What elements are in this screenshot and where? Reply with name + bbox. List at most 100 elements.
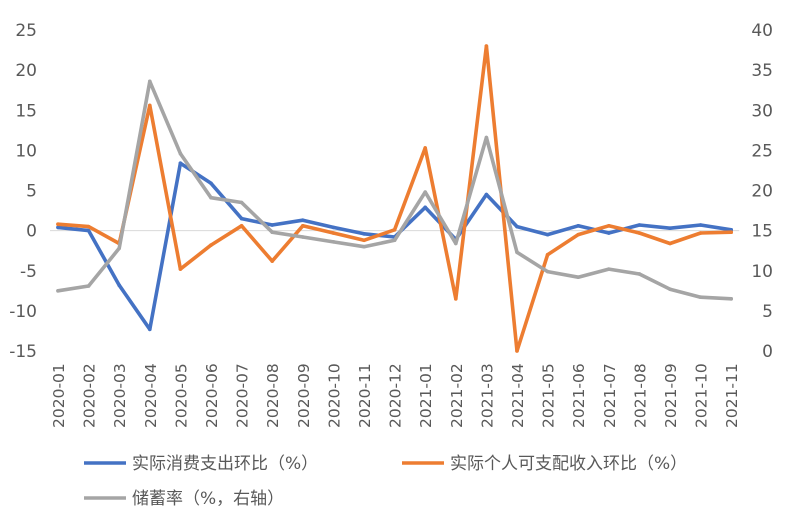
data-point — [545, 252, 550, 257]
legend-label-2: 实际个人可支配收入环比（%） — [450, 454, 687, 474]
x-tick-label: 2020-06 — [203, 363, 221, 428]
series-line-2 — [56, 44, 734, 353]
data-point — [270, 259, 275, 263]
data-point — [576, 232, 580, 237]
y-right-tick-label: 40 — [751, 21, 773, 41]
data-point — [698, 231, 703, 235]
data-point — [56, 289, 60, 293]
data-point — [86, 228, 91, 233]
data-point — [362, 232, 366, 236]
x-tick-label: 2020-08 — [264, 363, 282, 428]
data-point — [484, 135, 489, 140]
y-left-tick-label: 25 — [15, 21, 37, 41]
data-point — [239, 200, 244, 205]
x-tick-label: 2021-06 — [570, 363, 588, 428]
x-tick-label: 2020-02 — [81, 363, 99, 428]
data-point — [86, 284, 91, 288]
data-point — [331, 240, 336, 244]
x-tick-label: 2021-03 — [478, 363, 496, 428]
y-right-tick-label: 30 — [751, 101, 773, 121]
x-tick-label: 2020-04 — [142, 363, 160, 428]
data-point — [607, 267, 611, 271]
y-right-tick-label: 25 — [751, 141, 773, 161]
data-point — [637, 231, 642, 235]
data-point — [362, 238, 366, 243]
x-tick-label: 2021-07 — [601, 363, 619, 428]
data-point — [362, 244, 366, 249]
data-point — [239, 216, 244, 221]
x-tick-label: 2020-03 — [111, 363, 129, 428]
data-point — [515, 224, 519, 229]
y-left-tick-label: 15 — [15, 101, 37, 121]
y-right-tick-label: 15 — [751, 222, 773, 242]
y-right-tick-label: 10 — [751, 262, 773, 282]
x-tick-label: 2021-08 — [631, 363, 649, 428]
plot-area: -15 -10 -5 0 5 10 15 20 25 0 5 10 15 20 25 30 35 40 2020-0… — [9, 21, 773, 428]
data-point — [423, 190, 428, 194]
data-point — [576, 275, 580, 279]
data-point — [392, 238, 397, 243]
data-point — [576, 224, 580, 228]
data-point — [56, 222, 60, 227]
data-point — [148, 103, 152, 108]
data-point — [637, 223, 642, 227]
data-point — [392, 228, 397, 232]
data-point — [301, 218, 305, 222]
x-tick-label: 2021-04 — [509, 363, 527, 428]
x-tick-label: 2020-09 — [295, 363, 313, 428]
y-right-tick-label: 20 — [751, 182, 773, 202]
data-point — [454, 241, 458, 246]
legend: 实际消费支出环比（%） 实际个人可支配收入环比（%） 储蓄率（%，右轴） — [84, 454, 687, 509]
data-point — [178, 267, 183, 271]
data-point — [668, 241, 672, 246]
data-point — [729, 230, 733, 235]
y-left-tick-label: 20 — [15, 61, 37, 81]
y-left-tick-label: -10 — [9, 302, 37, 322]
data-point — [86, 224, 91, 229]
data-point — [117, 283, 121, 287]
series-line-3 — [56, 79, 734, 301]
data-point — [515, 349, 519, 353]
y-left-tick-label: 5 — [26, 182, 37, 202]
y-right-tick-label: 5 — [762, 302, 773, 322]
x-tick-label: 2020-07 — [234, 363, 252, 428]
data-point — [301, 235, 305, 239]
data-point — [209, 243, 213, 247]
series-line-1 — [56, 161, 734, 332]
x-tick-label: 2021-05 — [540, 363, 558, 428]
x-tick-label: 2020-12 — [387, 363, 405, 428]
data-point — [545, 232, 550, 237]
data-point — [331, 225, 336, 230]
data-point — [423, 205, 428, 210]
data-point — [301, 224, 305, 228]
data-point — [637, 272, 642, 276]
data-point — [668, 226, 672, 231]
data-point — [484, 44, 489, 48]
x-tick-label: 2021-02 — [448, 363, 466, 428]
data-point — [270, 230, 275, 235]
data-point — [607, 224, 611, 228]
data-point — [545, 269, 550, 274]
data-point — [148, 327, 152, 332]
data-point — [607, 231, 611, 235]
legend-label-1: 实际消费支出环比（%） — [132, 454, 318, 474]
legend-label-3: 储蓄率（%，右轴） — [132, 489, 284, 509]
x-tick-label: 2020-01 — [50, 363, 68, 428]
x-tick-label: 2021-11 — [723, 363, 741, 428]
y-right-tick-label: 35 — [751, 61, 773, 81]
y-right-tick-label: 0 — [762, 342, 773, 362]
y-left-tick-label: -15 — [9, 342, 37, 362]
data-point — [484, 192, 489, 197]
x-tick-label: 2021-01 — [417, 363, 435, 428]
data-point — [178, 151, 183, 156]
y-left-tick-label: 10 — [15, 141, 37, 161]
data-point — [209, 181, 213, 186]
data-point — [668, 287, 672, 292]
data-point — [270, 223, 275, 227]
data-point — [423, 146, 428, 150]
x-tick-label: 2021-10 — [693, 363, 711, 428]
x-tick-label: 2020-11 — [356, 363, 374, 428]
data-point — [515, 250, 519, 255]
data-point — [117, 246, 121, 251]
